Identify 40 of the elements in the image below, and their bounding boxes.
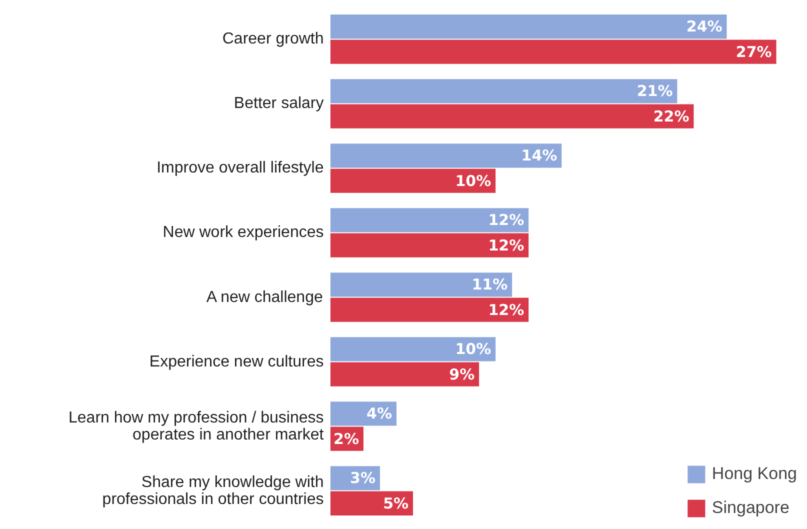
y-tick-label: Experience new cultures bbox=[149, 353, 324, 370]
y-tick-label: Career growth bbox=[222, 30, 324, 48]
bar bbox=[330, 14, 727, 39]
bar bbox=[330, 104, 694, 128]
data-label: 10% bbox=[455, 172, 492, 190]
bar bbox=[330, 79, 678, 104]
bar bbox=[330, 40, 776, 64]
bar bbox=[330, 168, 496, 193]
data-label: 27% bbox=[736, 42, 772, 61]
bar bbox=[330, 402, 396, 426]
bar bbox=[330, 233, 529, 258]
data-label: 12% bbox=[488, 211, 524, 230]
bar bbox=[330, 144, 562, 168]
y-tick-label: Learn how my profession / business operates in another market bbox=[68, 409, 324, 444]
data-label: 24% bbox=[686, 18, 722, 36]
data-label: 9% bbox=[449, 365, 475, 384]
data-label: 11% bbox=[472, 276, 508, 294]
y-tick-label: Better salary bbox=[234, 95, 324, 112]
bar bbox=[330, 272, 512, 297]
y-tick-label: New work experiences bbox=[162, 224, 324, 242]
legend-label: Singapore bbox=[712, 498, 790, 518]
y-tick-label: Improve overall lifestyle bbox=[156, 160, 324, 177]
data-label: 12% bbox=[488, 236, 524, 254]
data-label: 21% bbox=[636, 82, 673, 100]
bar bbox=[330, 298, 529, 322]
data-label: 5% bbox=[383, 494, 409, 512]
bar bbox=[330, 362, 480, 386]
bar bbox=[330, 337, 496, 362]
data-label: 10% bbox=[455, 340, 492, 358]
data-label: 22% bbox=[653, 107, 690, 126]
data-label: 2% bbox=[334, 430, 360, 448]
y-tick-label: Share my knowledge with professionals in other countries bbox=[102, 474, 324, 508]
bar bbox=[330, 491, 413, 516]
data-label: 12% bbox=[488, 300, 524, 319]
data-label: 3% bbox=[350, 469, 376, 488]
data-label: 14% bbox=[521, 146, 558, 165]
data-label: 4% bbox=[366, 404, 392, 423]
bar bbox=[330, 208, 529, 232]
legend-label: Hong Kong bbox=[712, 464, 797, 484]
y-tick-label: A new challenge bbox=[206, 288, 323, 306]
